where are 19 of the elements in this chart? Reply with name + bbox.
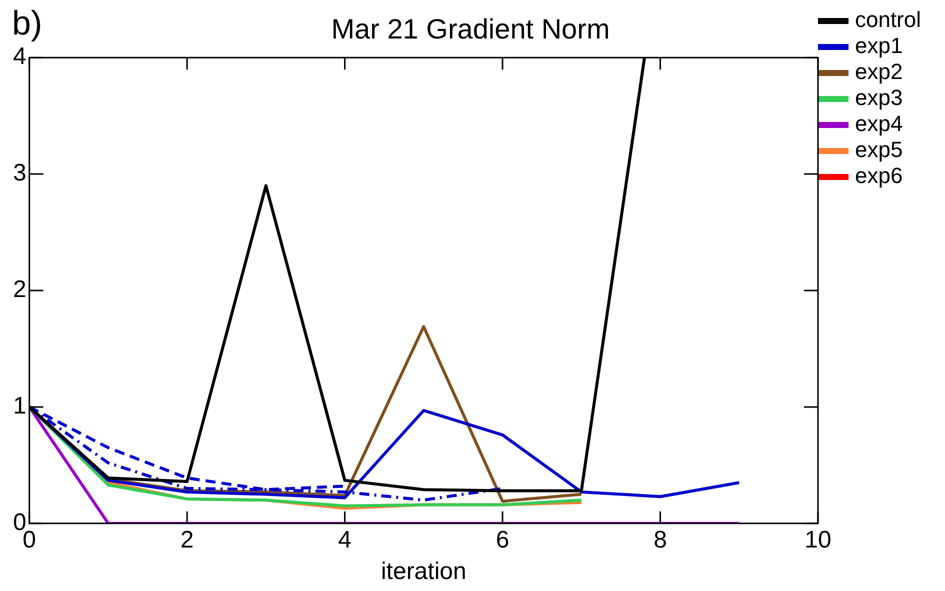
legend-label: exp5 <box>854 137 903 162</box>
x-axis-title: iteration <box>380 558 466 586</box>
y-tick-label: 4 <box>12 43 26 70</box>
x-tick-label: 10 <box>804 526 832 554</box>
y-tick-label: 2 <box>12 276 26 304</box>
x-tick-label: 6 <box>496 526 510 554</box>
x-tick-label: 4 <box>338 526 352 554</box>
legend-label: exp2 <box>854 59 903 84</box>
y-tick-label: 3 <box>12 160 26 187</box>
legend-label: exp1 <box>854 33 903 58</box>
x-tick-label: 2 <box>180 526 194 554</box>
chart-title: Mar 21 Gradient Norm <box>331 14 610 45</box>
legend-label: control <box>854 7 922 32</box>
x-tick-label: 8 <box>654 526 667 554</box>
legend-label: exp3 <box>854 85 903 110</box>
legend-label: exp4 <box>854 111 903 136</box>
y-tick-label: 1 <box>12 392 26 420</box>
text: b) <box>12 4 42 42</box>
legend-label: exp6 <box>854 163 903 188</box>
